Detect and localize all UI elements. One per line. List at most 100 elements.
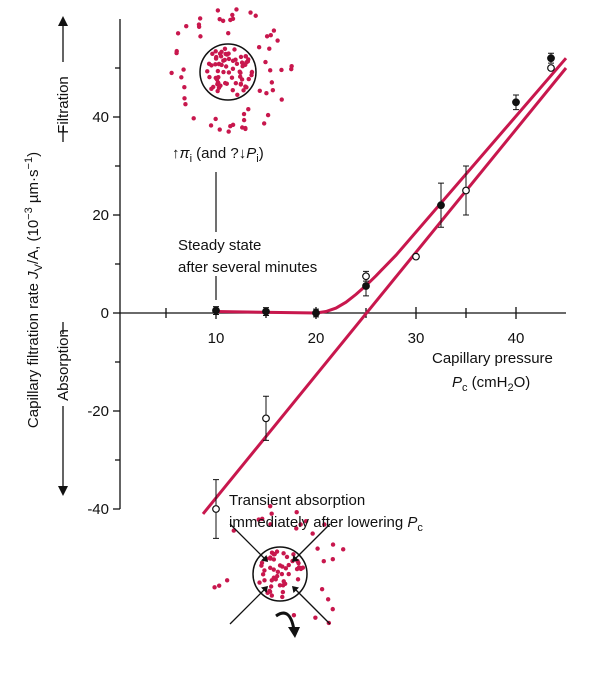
diagram-dot xyxy=(218,54,224,59)
diagram-arrow-head xyxy=(261,555,268,562)
diagram-dot xyxy=(269,80,275,85)
diagram-dot xyxy=(221,69,226,75)
diagram-dot xyxy=(267,589,273,594)
diagram-dot xyxy=(179,75,184,80)
diagram-dot xyxy=(253,13,258,18)
diagram-dot xyxy=(244,85,249,90)
x-tick-label: 30 xyxy=(408,330,425,347)
diagram-dot xyxy=(241,88,246,93)
note-steady: Steady state xyxy=(178,237,261,254)
diagram-dot xyxy=(274,573,280,579)
x-tick-label: 20 xyxy=(308,330,325,347)
diagram-dot xyxy=(239,77,245,82)
data-point xyxy=(437,201,445,210)
diagram-dot xyxy=(207,74,212,80)
note-part: immediately after lowering xyxy=(229,514,407,531)
diagram-dot xyxy=(275,569,281,575)
diagram-dot xyxy=(275,38,280,43)
diagram-dot xyxy=(183,102,188,107)
diagram-dot xyxy=(277,583,283,588)
diagram-dot xyxy=(265,112,271,118)
diagram-dot xyxy=(281,551,286,556)
diagram-dot xyxy=(216,583,222,588)
diagram-dot xyxy=(257,88,262,93)
diagram-dot xyxy=(230,87,235,93)
x-axis-label: Capillary pressure xyxy=(432,350,553,367)
x-label-part: 2 xyxy=(508,382,514,394)
diagram-dot xyxy=(182,96,187,101)
diagram-dot xyxy=(238,54,244,60)
diagram-dot xyxy=(330,606,335,612)
diagram-dot xyxy=(191,116,196,121)
diagram-dot xyxy=(219,49,224,55)
diagram-dot xyxy=(222,46,228,51)
diagram-dot xyxy=(267,68,273,73)
diagram-dot xyxy=(269,593,275,598)
diagram-dot xyxy=(259,560,265,566)
diagram-dot xyxy=(228,124,233,129)
diagram-curved-arrow xyxy=(275,611,296,631)
diagram-dot xyxy=(319,586,325,592)
diagram-dot xyxy=(223,64,229,69)
diagram-dot xyxy=(279,97,284,102)
diagram-dot xyxy=(214,77,220,82)
data-point xyxy=(547,54,555,63)
diagram-dot xyxy=(277,563,283,568)
diagram-dot xyxy=(241,111,247,117)
diagram-dot xyxy=(233,80,239,86)
diagram-dot xyxy=(330,557,336,562)
diagram-dot xyxy=(239,60,245,65)
diagram-arrow xyxy=(293,587,331,625)
diagram-dot xyxy=(271,552,277,557)
diagram-dot xyxy=(322,522,327,527)
diagram-dot xyxy=(279,571,285,577)
y-label-part: −1 xyxy=(23,157,35,170)
diagram-dot xyxy=(213,56,219,61)
note-steady: after several minutes xyxy=(178,259,317,276)
note-part: P xyxy=(246,145,256,162)
diagram-dot xyxy=(240,63,245,69)
diagram-dot xyxy=(269,511,274,516)
diagram-dot xyxy=(256,45,262,50)
diagram-dot xyxy=(174,50,179,56)
diagram-dot xyxy=(213,116,218,122)
diagram-dot xyxy=(340,547,346,552)
diagram-dot xyxy=(232,47,237,52)
diagram-dot xyxy=(215,68,221,74)
diagram-dot xyxy=(234,61,240,67)
note-part: c xyxy=(417,522,423,534)
diagram-dot xyxy=(208,123,214,128)
y-axis-label: Capillary filtration rate JV/A, (10−3 µm… xyxy=(23,152,45,428)
diagram-dot xyxy=(248,10,253,15)
diagram-dot xyxy=(213,62,218,67)
note-part: i xyxy=(190,153,192,165)
diagram-dot xyxy=(229,75,235,80)
diagram-dot xyxy=(267,46,272,51)
diagram-dot xyxy=(198,34,203,39)
y-label-part: /A, (10 xyxy=(25,220,42,264)
diagram-dot xyxy=(241,117,247,123)
diagram-dot xyxy=(257,580,262,585)
diagram-dot xyxy=(197,16,203,21)
diagram-dot xyxy=(218,83,223,88)
y-tick-label: -20 xyxy=(87,403,109,420)
diagram-arrow xyxy=(293,523,331,561)
diagram-dot xyxy=(230,66,236,72)
diagram-dot xyxy=(268,584,274,589)
filtration-label: Filtration xyxy=(55,76,72,134)
diagram-dot xyxy=(217,16,222,22)
y-tick-label: 0 xyxy=(101,305,109,322)
diagram-dot xyxy=(224,52,230,57)
diagram-dot xyxy=(279,67,284,73)
diagram-dot xyxy=(224,578,230,583)
x-label-part: P xyxy=(452,374,462,391)
data-point xyxy=(462,186,470,195)
diagram-dot xyxy=(213,49,218,54)
note-part: P xyxy=(407,514,417,531)
diagram-dot xyxy=(196,24,202,29)
diagram-dot xyxy=(267,504,273,509)
diagram-dot xyxy=(289,63,294,69)
diagram-dot xyxy=(256,517,261,522)
absorption-label: Absorption xyxy=(55,329,72,401)
